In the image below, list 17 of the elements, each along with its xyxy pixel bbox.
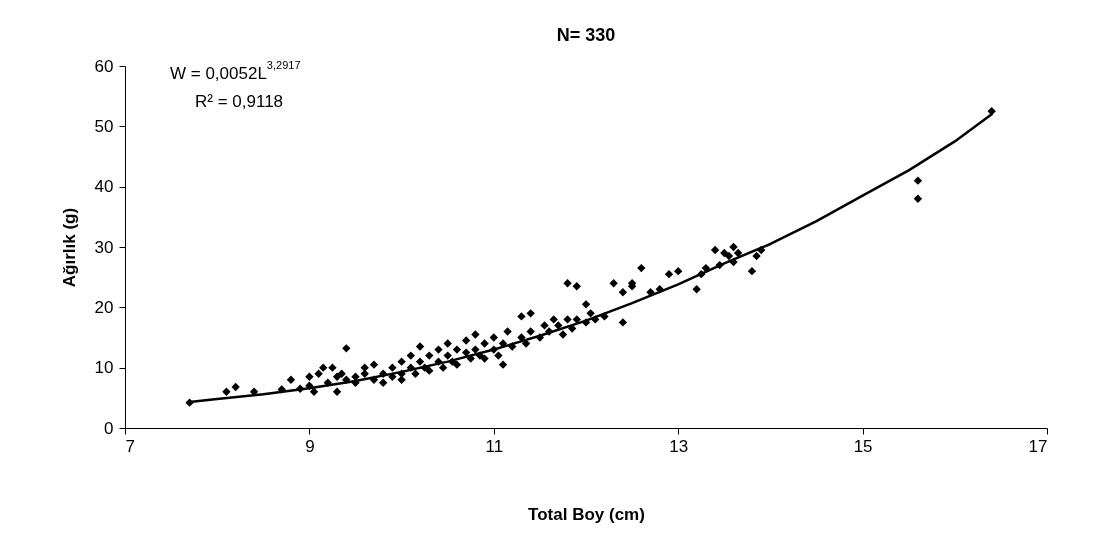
x-tick-label: 11 bbox=[485, 436, 504, 456]
y-tick-label: 30 bbox=[94, 237, 114, 257]
x-tick-label: 13 bbox=[669, 436, 689, 456]
y-axis-title: Ağırlık (g) bbox=[59, 207, 79, 288]
chart-title: N= 330 bbox=[556, 25, 616, 45]
y-tick-label: 10 bbox=[94, 358, 114, 378]
x-tick-label: 15 bbox=[853, 436, 873, 456]
y-tick-label: 60 bbox=[94, 56, 114, 76]
x-tick-label: 17 bbox=[1028, 436, 1048, 456]
y-tick-label: 20 bbox=[94, 297, 114, 317]
x-tick-label: 7 bbox=[125, 436, 135, 456]
y-tick-label: 0 bbox=[104, 418, 114, 438]
y-tick-label: 40 bbox=[94, 177, 114, 197]
x-tick-label: 9 bbox=[305, 436, 315, 456]
y-tick-label: 50 bbox=[94, 116, 114, 136]
x-axis-title: Total Boy (cm) bbox=[528, 504, 645, 524]
annotation: R² = 0,9118 bbox=[195, 92, 284, 111]
